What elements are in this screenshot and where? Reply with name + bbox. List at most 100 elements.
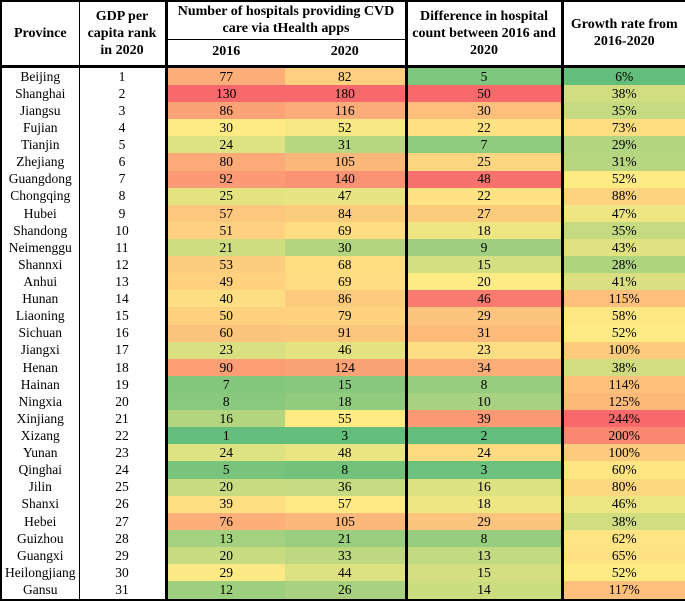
province-cell: Xizang: [1, 427, 80, 445]
table-row: Jiangxi 17 23 46 23 100%: [1, 341, 685, 359]
province-cell: Jiangsu: [1, 102, 80, 120]
hospitals-2016-cell: 12: [166, 581, 285, 600]
difference-cell: 22: [406, 119, 564, 137]
growth-rate-cell: 52%: [562, 170, 685, 188]
hospitals-2020-cell: 79: [285, 307, 408, 325]
province-cell: Hunan: [1, 290, 80, 308]
hospitals-2016-cell: 50: [166, 307, 285, 325]
hospitals-2020-cell: 31: [285, 136, 408, 154]
difference-cell: 20: [406, 273, 564, 291]
growth-rate-cell: 65%: [562, 546, 685, 565]
difference-cell: 25: [406, 153, 564, 171]
table-row: Shanghai 2 130 180 50 38%: [1, 85, 685, 103]
growth-rate-cell: 28%: [562, 256, 685, 274]
hospitals-2016-cell: 39: [166, 495, 285, 513]
difference-cell: 31: [406, 324, 564, 342]
difference-cell: 3: [406, 461, 564, 479]
gdp-rank-cell: 13: [79, 273, 168, 291]
gdp-rank-cell: 28: [79, 529, 168, 547]
col-header-difference: Difference in hospital count between 201…: [406, 1, 564, 66]
growth-rate-cell: 38%: [562, 85, 685, 103]
hospitals-2020-cell: 33: [285, 546, 408, 565]
difference-cell: 13: [406, 546, 564, 565]
hospitals-2020-cell: 124: [285, 358, 408, 376]
hospitals-2016-cell: 57: [166, 204, 285, 222]
hospitals-2020-cell: 116: [285, 102, 408, 120]
difference-cell: 18: [406, 495, 564, 513]
gdp-rank-cell: 4: [79, 119, 168, 137]
difference-cell: 15: [406, 256, 564, 274]
difference-cell: 10: [406, 392, 564, 411]
growth-rate-cell: 100%: [562, 341, 685, 359]
growth-rate-cell: 29%: [562, 136, 685, 154]
difference-cell: 14: [406, 581, 564, 600]
difference-cell: 2: [406, 427, 564, 445]
table-row: Qinghai 24 5 8 3 60%: [1, 461, 685, 479]
col-header-2020: 2020: [285, 39, 408, 66]
growth-rate-cell: 60%: [562, 461, 685, 479]
hospitals-2020-cell: 52: [285, 119, 408, 137]
province-cell: Guangdong: [1, 170, 80, 188]
difference-cell: 30: [406, 102, 564, 120]
table-row: Jiangsu 3 86 116 30 35%: [1, 102, 685, 120]
hospitals-2016-cell: 86: [166, 102, 285, 120]
table-body: Beijing 1 77 82 5 6% Shanghai 2 130 180 50 38% Jiang…: [1, 66, 685, 600]
growth-rate-cell: 35%: [562, 102, 685, 120]
gdp-rank-cell: 15: [79, 307, 168, 325]
hospitals-2020-cell: 46: [285, 341, 408, 359]
hospitals-2016-cell: 24: [166, 444, 285, 462]
hospitals-2016-cell: 77: [166, 66, 285, 86]
hospitals-2020-cell: 69: [285, 273, 408, 291]
growth-rate-cell: 115%: [562, 290, 685, 308]
table-row: Chongqing 8 25 47 22 88%: [1, 187, 685, 205]
province-cell: Fujian: [1, 119, 80, 137]
hospitals-2020-cell: 69: [285, 221, 408, 239]
gdp-rank-cell: 10: [79, 221, 168, 239]
difference-cell: 18: [406, 221, 564, 239]
hospitals-2020-cell: 91: [285, 324, 408, 342]
table-row: Shannxi 12 53 68 15 28%: [1, 256, 685, 274]
province-cell: Shanghai: [1, 85, 80, 103]
province-cell: Liaoning: [1, 307, 80, 325]
hospitals-2016-cell: 130: [166, 85, 285, 103]
table-row: Jilin 25 20 36 16 80%: [1, 478, 685, 496]
province-cell: Xinjiang: [1, 410, 80, 428]
province-cell: Shanxi: [1, 495, 80, 513]
difference-cell: 27: [406, 204, 564, 222]
table-header: Province GDP per capita rank in 2020 Num…: [1, 1, 685, 66]
hospitals-2016-cell: 40: [166, 290, 285, 308]
hospitals-2016-cell: 76: [166, 512, 285, 530]
table-row: Hainan 19 7 15 8 114%: [1, 375, 685, 393]
growth-rate-cell: 43%: [562, 239, 685, 257]
table-row: Sichuan 16 60 91 31 52%: [1, 324, 685, 342]
table-row: Neimenggu 11 21 30 9 43%: [1, 239, 685, 257]
province-cell: Yunan: [1, 444, 80, 462]
province-cell: Shannxi: [1, 256, 80, 274]
growth-rate-cell: 6%: [562, 66, 685, 86]
hospitals-2016-cell: 92: [166, 170, 285, 188]
hospitals-2016-cell: 16: [166, 410, 285, 428]
difference-cell: 29: [406, 512, 564, 530]
hospitals-2016-cell: 49: [166, 273, 285, 291]
hospitals-2020-cell: 86: [285, 290, 408, 308]
gdp-rank-cell: 8: [79, 187, 168, 205]
growth-rate-cell: 38%: [562, 358, 685, 376]
table-row: Yunan 23 24 48 24 100%: [1, 444, 685, 462]
table-row: Shandong 10 51 69 18 35%: [1, 221, 685, 239]
growth-rate-cell: 100%: [562, 444, 685, 462]
growth-rate-cell: 114%: [562, 375, 685, 393]
difference-cell: 16: [406, 478, 564, 496]
hospitals-2020-cell: 82: [285, 66, 408, 86]
hospitals-2016-cell: 90: [166, 358, 285, 376]
table-row: Xizang 22 1 3 2 200%: [1, 427, 685, 445]
hospitals-2016-cell: 25: [166, 187, 285, 205]
table-row: Guangxi 29 20 33 13 65%: [1, 546, 685, 565]
province-cell: Beijing: [1, 66, 80, 86]
hospitals-2020-cell: 21: [285, 529, 408, 547]
hospitals-2020-cell: 26: [285, 581, 408, 600]
hospitals-2020-cell: 8: [285, 461, 408, 479]
hospitals-2020-cell: 44: [285, 564, 408, 582]
growth-rate-cell: 58%: [562, 307, 685, 325]
table-row: Anhui 13 49 69 20 41%: [1, 273, 685, 291]
hospitals-2020-cell: 47: [285, 187, 408, 205]
